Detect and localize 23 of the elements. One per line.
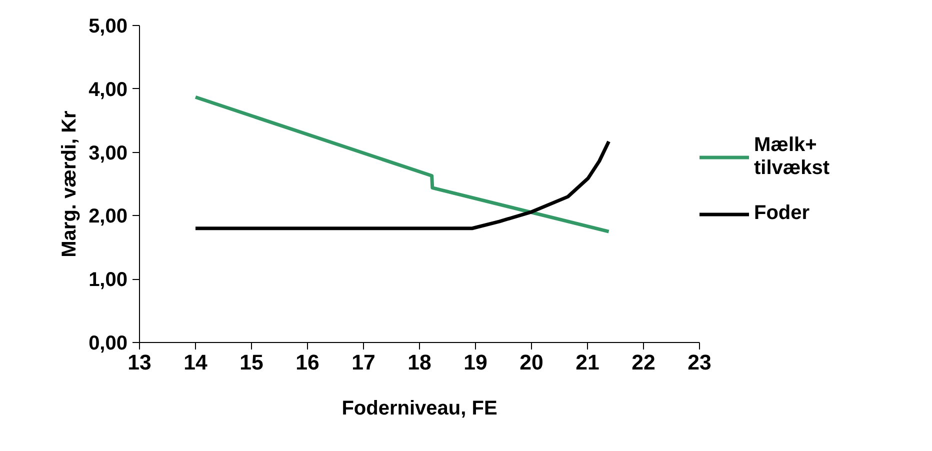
x-tick-label: 23 (688, 350, 712, 374)
legend-label: Foder (754, 201, 810, 226)
x-tick-label: 21 (576, 350, 600, 374)
y-tick-label: 4,00 (88, 78, 128, 101)
y-axis-title: Marg. værdi, Kr (58, 110, 81, 258)
x-tick-label: 17 (352, 350, 376, 374)
x-tick-label: 14 (184, 350, 208, 374)
x-tick-label: 20 (520, 350, 544, 374)
y-tick-label: 1,00 (88, 269, 128, 292)
y-tick-label: 3,00 (88, 142, 128, 164)
x-tick-label: 13 (128, 350, 152, 374)
y-tick-label: 2,00 (88, 206, 128, 228)
x-axis-title: Foderniveau, FE (342, 398, 498, 420)
line-series (194, 95, 611, 234)
x-tick-label: 18 (408, 350, 432, 374)
y-tick-label: 5,00 (88, 16, 128, 38)
x-tick-label: 19 (464, 350, 488, 374)
x-tick-label: 16 (296, 350, 320, 374)
x-tick-label: 22 (632, 350, 656, 374)
line-series (194, 140, 611, 230)
y-tick-label: 0,00 (88, 332, 128, 354)
x-tick-label: 15 (240, 350, 264, 374)
legend-label: Mælk+ tilvækst (754, 134, 830, 180)
